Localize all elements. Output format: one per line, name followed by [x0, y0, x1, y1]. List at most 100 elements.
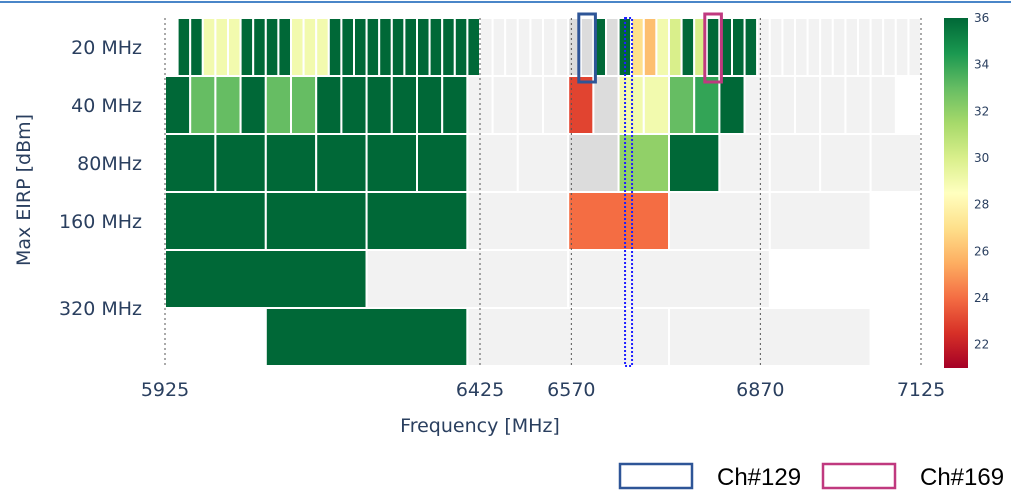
dotted-marker-box	[624, 17, 634, 367]
heatmap-cell	[743, 17, 759, 77]
heatmap-cell	[567, 75, 595, 135]
x-tick-labels: 5925 6425 6570 6870 7125	[141, 379, 945, 401]
heatmap-cell	[453, 17, 469, 77]
heatmap-cell	[642, 75, 670, 135]
y-tick-label: 40 MHz	[71, 95, 142, 117]
heatmap-cell	[680, 17, 696, 77]
heatmap-cell	[630, 17, 645, 77]
heatmap-cell	[353, 17, 368, 77]
y-tick-labels: 20 MHz 40 MHz 80MHz 160 MHz 320 MHz	[59, 37, 142, 320]
heatmap-cell	[264, 191, 368, 251]
heatmap-cell	[365, 191, 469, 251]
heatmap-cell	[831, 17, 847, 77]
legend-swatch	[821, 462, 897, 490]
heatmap-cell	[239, 17, 255, 77]
heatmap-cell	[567, 191, 671, 251]
heatmap-cell	[277, 17, 292, 77]
heatmap-cell	[416, 17, 431, 77]
heatmap-cell	[516, 75, 544, 135]
heatmap-cell	[214, 75, 242, 135]
heatmap-cell	[164, 191, 267, 251]
colorbar	[944, 18, 968, 368]
heatmap-cell	[264, 75, 292, 135]
colorbar-tick-label: 26	[974, 244, 989, 258]
heatmap-cell	[176, 17, 192, 77]
heatmap-cell	[164, 133, 217, 193]
heatmap-cell	[655, 17, 671, 77]
heatmap-cell	[542, 17, 557, 77]
channel-highlight-box	[703, 12, 723, 84]
heatmap-cell	[466, 191, 570, 251]
heatmap-cell	[214, 133, 267, 193]
heatmap-cell	[579, 17, 595, 77]
x-tick-label: 7125	[897, 379, 945, 401]
legend-swatch	[618, 462, 694, 490]
legend-label: Ch#169	[920, 464, 1004, 491]
heatmap-cell	[390, 17, 406, 77]
heatmap-cells	[164, 17, 923, 367]
colorbar-tick-label: 30	[974, 151, 989, 165]
heatmap-cell	[592, 75, 620, 135]
channel-highlight-box	[577, 12, 597, 84]
heatmap-cell	[466, 133, 519, 193]
colorbar-tick-label: 36	[974, 11, 989, 25]
heatmap-cell	[869, 75, 897, 135]
heatmap-cell	[794, 75, 822, 135]
heatmap-cell	[819, 133, 872, 193]
heatmap-cell	[794, 17, 809, 77]
x-axis-title: Frequency [MHz]	[400, 415, 560, 437]
heatmap-cell	[542, 75, 570, 135]
x-tick-label: 6870	[736, 379, 784, 401]
heatmap-cell	[907, 17, 923, 77]
heatmap-cell	[491, 75, 519, 135]
heatmap-cell	[844, 75, 872, 135]
colorbar-tick-labels: 22 24 26 28 30 32 34 36	[974, 11, 989, 352]
colorbar-tick-label: 22	[974, 338, 989, 352]
heatmap-cell	[491, 17, 507, 77]
heatmap-cell	[869, 133, 922, 193]
heatmap-cell	[365, 17, 381, 77]
heatmap-cell	[882, 17, 897, 77]
heatmap-cell	[390, 75, 418, 135]
highlight-legend: Ch#129 Ch#169	[618, 462, 1004, 491]
heatmap-cell	[743, 75, 771, 135]
heatmap-cell	[731, 17, 746, 77]
heatmap-cell	[529, 17, 545, 77]
heatmap-cell	[290, 17, 305, 77]
y-tick-label: 80MHz	[77, 153, 142, 175]
heatmap-cell	[718, 133, 771, 193]
heatmap-cell	[239, 75, 267, 135]
heatmap-cell	[252, 17, 267, 77]
channel-highlight-boxes	[577, 12, 723, 367]
heatmap-cell	[365, 249, 570, 309]
heatmap-cell	[819, 75, 847, 135]
heatmap-cell	[756, 17, 771, 77]
heatmap-cell	[441, 75, 469, 135]
colorbar-tick-label: 24	[974, 291, 989, 305]
heatmap-cell	[441, 17, 456, 77]
heatmap-cell	[504, 17, 519, 77]
heatmap-cell	[554, 17, 570, 77]
heatmap-cell	[768, 133, 822, 193]
heatmap-cell	[567, 133, 620, 193]
heatmap-cell	[693, 75, 721, 135]
heatmap-cell	[605, 17, 620, 77]
heatmap-cell	[378, 17, 393, 77]
heatmap-cell	[516, 133, 570, 193]
heatmap-cell	[718, 75, 746, 135]
heatmap-cell	[466, 17, 481, 77]
colorbar-tick-label: 28	[974, 198, 989, 212]
heatmap-cell	[365, 133, 419, 193]
heatmap-cell	[857, 17, 872, 77]
heatmap-cell	[705, 17, 721, 77]
heatmap-cell	[768, 191, 872, 251]
heatmap-cell	[264, 307, 469, 367]
colorbar-tick-label: 34	[974, 58, 989, 72]
heatmap-cell	[668, 307, 872, 367]
heatmap-cell	[264, 17, 280, 77]
heatmap-cell	[479, 17, 494, 77]
heatmap-cell	[844, 17, 860, 77]
heatmap-cell	[315, 17, 330, 77]
heatmap-cell	[302, 17, 318, 77]
heatmap-cell	[189, 17, 204, 77]
